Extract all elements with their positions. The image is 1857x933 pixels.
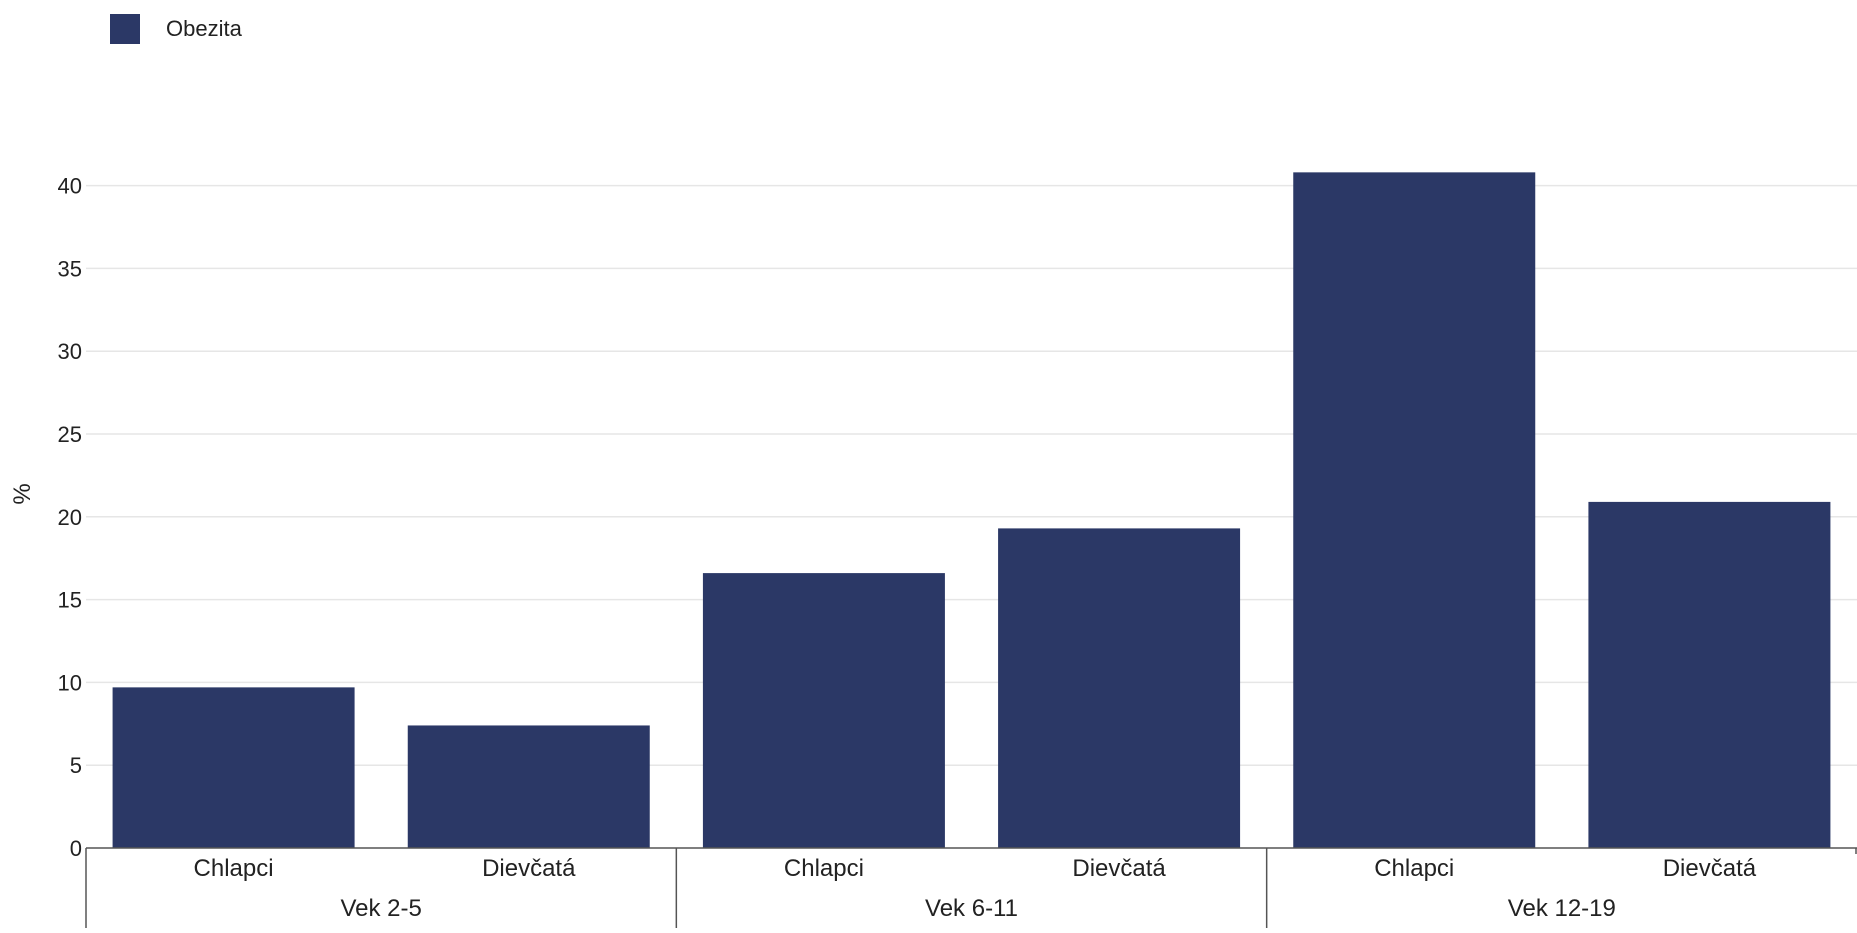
- x-category-label: Dievčatá: [1663, 855, 1757, 882]
- x-category-label: Chlapci: [1374, 855, 1454, 882]
- bar: [1588, 501, 1831, 848]
- legend-label: Obezita: [166, 16, 242, 41]
- bars: [112, 172, 1831, 849]
- y-tick-label: 25: [58, 422, 82, 447]
- x-axis: Chlapci Dievčatá Vek 2-5 Chlapci Dievčatá Vek…: [85, 847, 1857, 928]
- x-category-label: Dievčatá: [482, 855, 576, 882]
- legend-swatch: [110, 14, 140, 44]
- x-group-label: Vek 6-11: [925, 895, 1018, 922]
- legend: Obezita: [110, 14, 242, 44]
- grid-lines: [86, 184, 1857, 766]
- y-axis-label: %: [9, 483, 36, 504]
- bar: [998, 528, 1241, 848]
- y-tick-label: 15: [58, 588, 82, 613]
- y-tick-label: 5: [70, 753, 82, 778]
- bar: [112, 687, 355, 848]
- y-tick-label: 35: [58, 256, 82, 281]
- bar: [407, 725, 650, 848]
- y-tick-label: 40: [58, 174, 82, 199]
- x-group-label: Vek 12-19: [1508, 895, 1616, 922]
- y-tick-label: 0: [70, 836, 82, 861]
- x-category-label: Dievčatá: [1072, 855, 1166, 882]
- y-tick-label: 20: [58, 505, 82, 530]
- x-group-label: Vek 2-5: [340, 895, 421, 922]
- x-category-label: Chlapci: [194, 855, 274, 882]
- bar: [702, 573, 945, 848]
- y-axis-ticks: 0 5 10 15 20 25 30 35 40: [58, 174, 82, 861]
- bar: [1293, 172, 1536, 849]
- y-tick-label: 30: [58, 339, 82, 364]
- x-category-label: Chlapci: [784, 855, 864, 882]
- y-tick-label: 10: [58, 670, 82, 695]
